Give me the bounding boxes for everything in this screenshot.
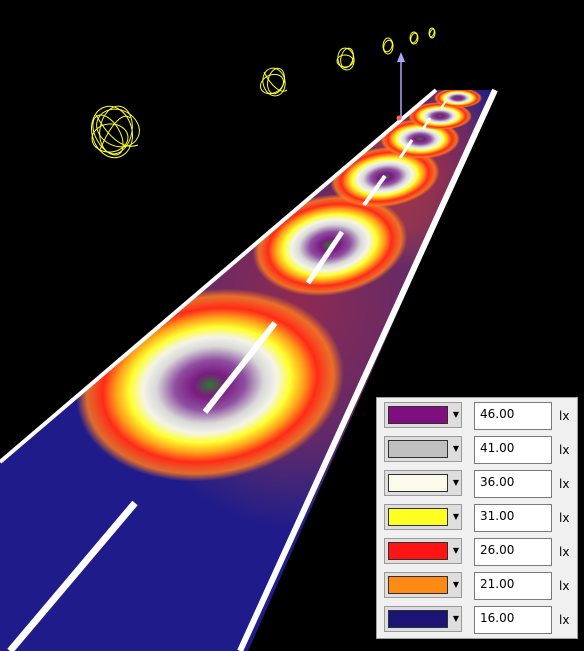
light-pool-2 xyxy=(252,193,408,297)
chevron-down-icon: ▼ xyxy=(452,614,460,623)
color-swatch xyxy=(388,576,448,594)
luminaire-6 xyxy=(428,27,436,39)
legend-row: ▼ 16.00 lx xyxy=(377,605,577,635)
legend-row: ▼ 36.00 lx xyxy=(377,469,577,499)
luminaire-3 xyxy=(336,47,355,71)
legend-row: ▼ 41.00 lx xyxy=(377,435,577,465)
color-swatch xyxy=(388,474,448,492)
legend-row: ▼ 26.00 lx xyxy=(377,537,577,567)
illuminance-legend-panel: ▼ 46.00 lx ▼ 41.00 lx ▼ 36.00 lx ▼ 31.00 lx ▼ 26.00 lx… xyxy=(376,397,578,639)
threshold-value-input[interactable]: 41.00 xyxy=(474,436,552,464)
color-swatch xyxy=(388,440,448,458)
threshold-value-input[interactable]: 16.00 xyxy=(474,606,552,634)
color-picker-dropdown[interactable]: ▼ xyxy=(384,470,462,496)
chevron-down-icon: ▼ xyxy=(452,478,460,487)
threshold-value-input[interactable]: 36.00 xyxy=(474,470,552,498)
unit-label: lx xyxy=(559,443,570,457)
light-pool-6 xyxy=(434,90,482,108)
chevron-down-icon: ▼ xyxy=(452,410,460,419)
unit-label: lx xyxy=(559,477,570,491)
unit-label: lx xyxy=(559,511,570,525)
color-swatch xyxy=(388,508,448,526)
light-pool-5 xyxy=(408,102,472,130)
luminaire-photometry xyxy=(91,27,436,159)
unit-label: lx xyxy=(559,545,570,559)
color-swatch xyxy=(388,610,448,628)
color-swatch xyxy=(388,542,448,560)
color-picker-dropdown[interactable]: ▼ xyxy=(384,572,462,598)
unit-label: lx xyxy=(559,409,570,423)
color-picker-dropdown[interactable]: ▼ xyxy=(384,402,462,428)
chevron-down-icon: ▼ xyxy=(452,512,460,521)
luminaire-2 xyxy=(259,67,288,97)
unit-label: lx xyxy=(559,613,570,627)
color-picker-dropdown[interactable]: ▼ xyxy=(384,606,462,632)
color-picker-dropdown[interactable]: ▼ xyxy=(384,538,462,564)
north-arrow-axis xyxy=(396,52,405,121)
threshold-value-input[interactable]: 46.00 xyxy=(474,402,552,430)
color-swatch xyxy=(388,406,448,424)
luminaire-4 xyxy=(382,37,394,55)
unit-label: lx xyxy=(559,579,570,593)
threshold-value-input[interactable]: 21.00 xyxy=(474,572,552,600)
legend-row: ▼ 31.00 lx xyxy=(377,503,577,533)
chevron-down-icon: ▼ xyxy=(452,546,460,555)
legend-row: ▼ 46.00 lx xyxy=(377,401,577,431)
chevron-down-icon: ▼ xyxy=(452,444,460,453)
legend-row: ▼ 21.00 lx xyxy=(377,571,577,601)
color-picker-dropdown[interactable]: ▼ xyxy=(384,504,462,530)
color-picker-dropdown[interactable]: ▼ xyxy=(384,436,462,462)
luminaire-5 xyxy=(409,31,419,45)
road-edge-line-right xyxy=(237,88,498,651)
road-edge-line-left xyxy=(0,88,438,464)
chevron-down-icon: ▼ xyxy=(452,580,460,589)
road-centre-dashes xyxy=(7,100,447,651)
luminaire-1 xyxy=(91,105,140,159)
threshold-value-input[interactable]: 31.00 xyxy=(474,504,552,532)
threshold-value-input[interactable]: 26.00 xyxy=(474,538,552,566)
